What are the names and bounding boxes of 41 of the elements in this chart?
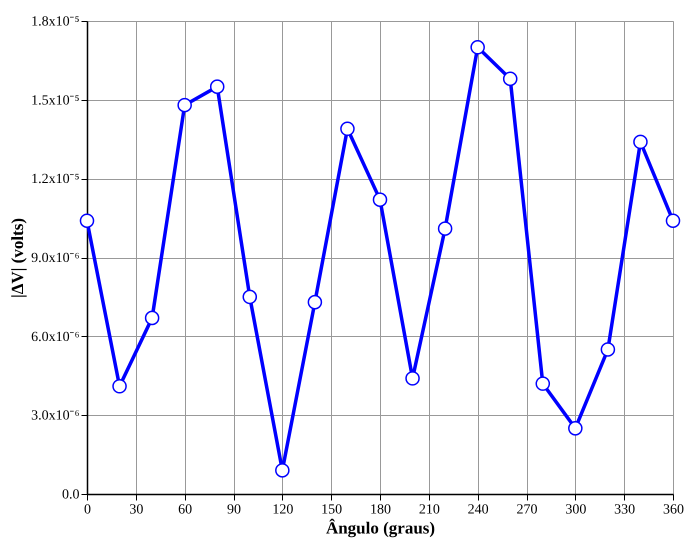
x-tick-label: 60 — [178, 502, 192, 518]
point — [470, 40, 485, 55]
point — [600, 342, 616, 357]
point — [308, 294, 322, 310]
x-tick-label: 360 — [663, 502, 684, 518]
x-tick-label: 180 — [370, 502, 391, 518]
point — [502, 72, 518, 86]
y-tick-label: 6.0x10⁻⁶ — [31, 330, 80, 345]
y-tick-label: 9.0x10⁻⁶ — [31, 251, 80, 266]
x-tick-label: 240 — [468, 502, 489, 518]
point — [405, 371, 420, 386]
y-tick-label: 1.2x10⁻⁵ — [31, 172, 80, 188]
point — [340, 121, 355, 136]
point — [242, 290, 258, 304]
x-tick-label: 210 — [418, 502, 440, 518]
y-tick-label: 1.5x10⁻⁵ — [31, 93, 80, 108]
point — [275, 463, 290, 478]
x-tick-label: 120 — [272, 502, 294, 518]
point — [666, 213, 680, 228]
x-tick-label: 90 — [227, 502, 241, 518]
x-tick-label: 30 — [129, 502, 144, 518]
x-tick-label: 0 — [84, 502, 91, 518]
point — [568, 421, 583, 436]
point — [372, 192, 388, 207]
x-tick-label: 300 — [565, 502, 586, 518]
y-axis-title: |ΔV| (volts) — [8, 218, 28, 298]
point — [210, 79, 224, 94]
y-tick-label: 3.0x10⁻⁶ — [31, 408, 80, 424]
x-axis-title: Ângulo (graus) — [326, 518, 436, 538]
x-tick-label: 270 — [516, 502, 538, 518]
x-tick-label: 150 — [321, 502, 342, 518]
point — [177, 98, 192, 112]
point — [438, 221, 452, 236]
point — [633, 134, 648, 150]
point — [144, 310, 160, 326]
point — [80, 213, 94, 228]
x-tick-label: 330 — [614, 502, 636, 518]
y-tick-label: 0.0 — [62, 488, 80, 502]
y-tick-label: 1.8x10⁻⁵ — [31, 14, 80, 30]
point — [112, 379, 127, 394]
point — [536, 376, 550, 391]
